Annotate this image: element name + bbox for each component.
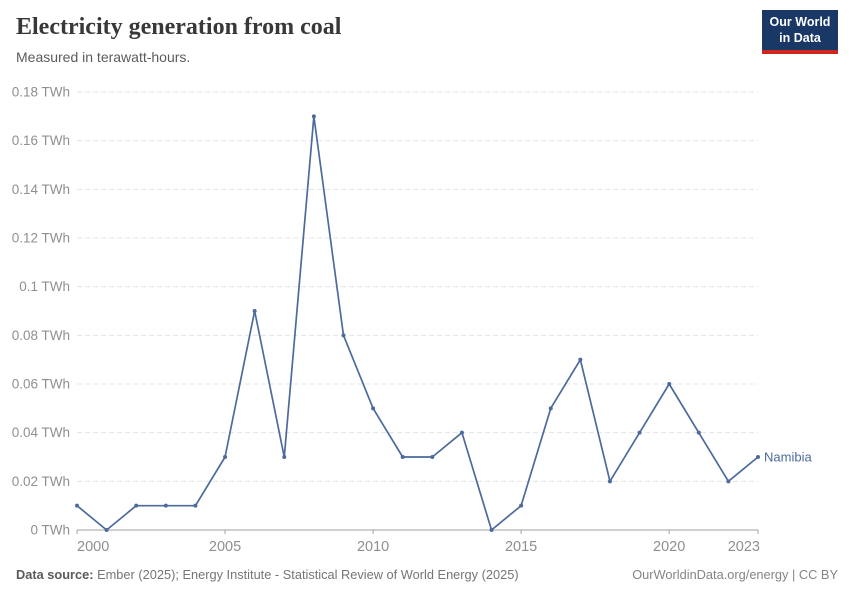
x-tick-label: 2015 — [505, 539, 537, 555]
y-tick-label: 0.08 TWh — [12, 328, 70, 343]
data-point[interactable] — [726, 479, 731, 484]
data-source-note: Data source: Ember (2025); Energy Instit… — [16, 567, 519, 582]
data-point[interactable] — [252, 309, 257, 313]
x-tick-label: 2023 — [728, 539, 760, 555]
y-tick-label: 0.12 TWh — [12, 231, 70, 246]
data-point[interactable] — [637, 430, 642, 435]
data-point[interactable] — [311, 114, 316, 119]
series-label[interactable]: Namibia — [764, 450, 812, 465]
data-point[interactable] — [134, 503, 139, 508]
data-point[interactable] — [104, 528, 109, 532]
y-tick-label: 0.02 TWh — [12, 474, 70, 489]
data-point[interactable] — [548, 406, 553, 411]
y-tick-label: 0 TWh — [30, 523, 70, 538]
data-point[interactable] — [193, 503, 198, 508]
data-point[interactable] — [578, 357, 583, 362]
y-tick-label: 0.06 TWh — [12, 377, 70, 392]
data-point[interactable] — [371, 406, 376, 411]
page-title: Electricity generation from coal — [16, 14, 342, 40]
data-source-text: Ember (2025); Energy Institute - Statist… — [97, 567, 519, 582]
data-point[interactable] — [430, 455, 435, 459]
data-point[interactable] — [696, 430, 701, 435]
data-point[interactable] — [459, 430, 464, 435]
data-point[interactable] — [341, 333, 346, 338]
chart-footer: Data source: Ember (2025); Energy Instit… — [16, 567, 838, 582]
y-tick-label: 0.16 TWh — [12, 133, 70, 148]
data-point[interactable] — [489, 528, 494, 532]
x-tick-label: 2005 — [209, 539, 241, 555]
owid-logo[interactable]: Our World in Data — [762, 10, 838, 55]
data-point[interactable] — [519, 503, 524, 508]
data-point[interactable] — [163, 503, 168, 508]
credit-link[interactable]: OurWorldinData.org/energy | CC BY — [632, 567, 838, 582]
data-point[interactable] — [75, 503, 79, 508]
x-tick-label: 2020 — [653, 539, 685, 555]
data-source-label: Data source: — [16, 567, 94, 582]
series-line[interactable] — [76, 115, 759, 531]
y-tick-label: 0.14 TWh — [12, 182, 70, 197]
y-tick-label: 0.1 TWh — [19, 279, 70, 294]
data-point[interactable] — [756, 455, 760, 459]
data-point[interactable] — [400, 455, 405, 459]
data-point[interactable] — [223, 455, 228, 459]
owid-logo-line1: Our World — [769, 15, 831, 29]
y-tick-label: 0.18 TWh — [12, 85, 70, 100]
x-tick-label: 2000 — [77, 539, 109, 555]
data-point[interactable] — [607, 479, 612, 484]
owid-logo-line2: in Data — [779, 30, 821, 45]
data-point[interactable] — [282, 455, 287, 459]
y-tick-label: 0.04 TWh — [12, 425, 70, 440]
chart-header: Electricity generation from coal Measure… — [16, 14, 341, 65]
chart-subtitle: Measured in terawatt-hours. — [16, 48, 191, 65]
data-point[interactable] — [667, 382, 672, 386]
x-tick-label: 2010 — [357, 539, 389, 555]
